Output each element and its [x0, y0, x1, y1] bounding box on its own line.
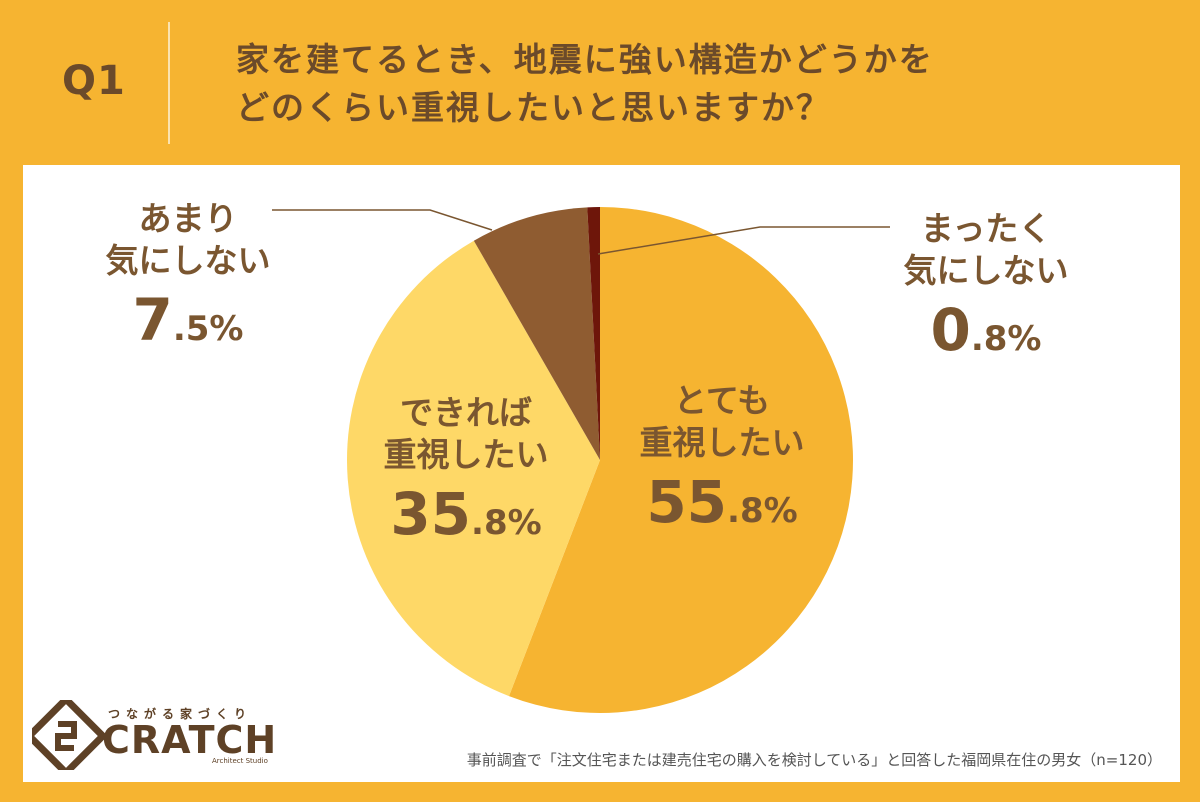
header-divider: [168, 22, 170, 144]
pie-slice-1: [347, 240, 600, 697]
slice-label-line: あまり: [139, 199, 238, 238]
question-line-2: どのくらい重視したいと思いますか？: [236, 88, 831, 127]
question-number: Q1: [62, 58, 126, 104]
question-text: 家を建てるとき、地震に強い構造かどうかを どのくらい重視したいと思いますか？: [236, 36, 934, 132]
footnote: 事前調査で「注文住宅または建売住宅の購入を検討している」と回答した福岡県在住の男…: [466, 751, 1162, 769]
slice-label-line: とても: [674, 381, 770, 420]
slice-value-label: 7.5%: [133, 286, 244, 354]
slice-label-line: できれば: [400, 393, 532, 432]
slice-value-label: 0.8%: [931, 296, 1042, 364]
slice-value-label: 55.8%: [646, 468, 797, 536]
slice-value-label: 35.8%: [390, 480, 541, 548]
pie-slice-3: [587, 207, 600, 460]
leader-line-3: [597, 226, 890, 255]
logo-tagline: つながる家づくり: [108, 707, 253, 721]
logo-name: CRATCH: [102, 718, 278, 762]
slice-label-line: まったく: [921, 209, 1052, 248]
pie-slice-2: [473, 207, 600, 460]
pie-slice-0: [508, 207, 853, 713]
slice-label-line: 気にしない: [106, 241, 271, 280]
leader-line-2: [272, 209, 493, 231]
slice-label-line: 重視したい: [384, 435, 549, 474]
cratch-logo-mark-icon: [32, 700, 108, 770]
header: Q1 家を建てるとき、地震に強い構造かどうかを どのくらい重視したいと思いますか…: [0, 0, 1200, 165]
slice-label-line: 重視したい: [640, 423, 805, 462]
slice-label-line: 気にしない: [904, 251, 1069, 290]
question-line-1: 家を建てるとき、地震に強い構造かどうかを: [236, 40, 934, 79]
logo-sub: Architect Studio: [212, 757, 268, 765]
